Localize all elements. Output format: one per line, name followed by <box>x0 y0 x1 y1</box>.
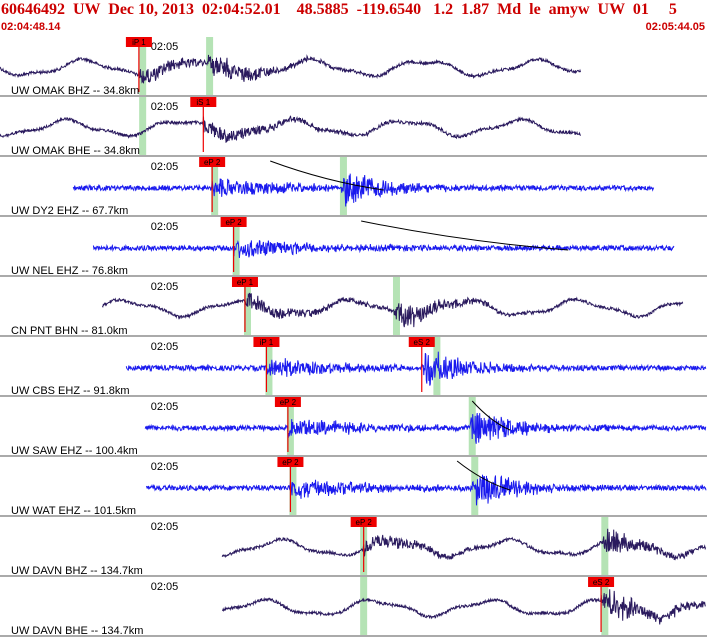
pick-label: eP 2 <box>204 158 221 167</box>
waveform-line <box>0 54 581 84</box>
station-label: UW DAVN BHZ -- 134.7km <box>11 565 143 577</box>
pick-window-marker <box>392 277 400 335</box>
pick-label: eP 1 <box>237 278 254 287</box>
station-label: UW WAT EHZ -- 101.5km <box>11 505 136 517</box>
moveout-curve <box>471 400 511 431</box>
trace-panel: 02:05 eS 2 UW DAVN BHE -- 134.7km <box>0 577 707 637</box>
station-label: UW DAVN BHE -- 134.7km <box>11 625 143 637</box>
minute-marker-label: 02:05 <box>151 581 179 593</box>
trace-panel: 02:05 eP 2 UW WAT EHZ -- 101.5km <box>0 457 707 517</box>
station-label: UW DY2 EHZ -- 67.7km <box>11 205 128 217</box>
pick-flag[interactable] <box>125 37 152 47</box>
trace-panel: 02:05 eP 2 UW DAVN BHZ -- 134.7km <box>0 517 707 577</box>
waveform-line <box>125 351 707 386</box>
minute-marker-label: 02:05 <box>151 281 179 293</box>
minute-marker-label: 02:05 <box>151 401 179 413</box>
pick-label: iP 1 <box>132 38 146 47</box>
trace-panel: 02:05 eP 2 UW NEL EHZ -- 76.8km <box>0 217 707 277</box>
window-end-time: 02:05:44.05 <box>645 21 705 33</box>
event-title: 60646492 UW Dec 10, 2013 02:04:52.01 48.… <box>1 1 677 18</box>
minute-marker-label: 02:05 <box>151 521 179 533</box>
pick-label: eP 2 <box>225 218 242 227</box>
waveform-line <box>144 412 707 444</box>
pick-label: eP 2 <box>280 398 297 407</box>
moveout-curve <box>456 460 511 491</box>
pick-flag[interactable] <box>231 277 258 287</box>
pick-window-marker <box>139 97 147 155</box>
waveform-line <box>0 115 581 143</box>
waveform-line <box>72 173 655 207</box>
pick-window-marker <box>289 457 297 515</box>
station-label: UW CBS EHZ -- 91.8km <box>11 385 130 397</box>
pick-window-marker <box>433 337 441 395</box>
trace-panel: 02:05 iP 1 UW OMAK BHZ -- 34.8km <box>0 37 707 97</box>
pick-label: eS 2 <box>414 338 431 347</box>
trace-panel: 02:05 iS 1 UW OMAK BHE -- 34.8km <box>0 97 707 157</box>
pick-window-marker <box>139 37 147 95</box>
pick-label: eP 2 <box>356 518 373 527</box>
pick-label: eP 2 <box>282 458 299 467</box>
station-label: UW OMAK BHE -- 34.8km <box>11 145 140 157</box>
minute-marker-label: 02:05 <box>151 221 179 233</box>
trace-panel: 02:05 eP 2 UW DY2 EHZ -- 67.7km <box>0 157 707 217</box>
trace-panel: 02:05 eP 2 UW SAW EHZ -- 100.4km <box>0 397 707 457</box>
minute-marker-label: 02:05 <box>151 461 179 473</box>
minute-marker-label: 02:05 <box>151 101 179 113</box>
station-label: CN PNT BHN -- 81.0km <box>11 325 128 337</box>
waveform-line <box>146 474 707 506</box>
pick-flag[interactable] <box>220 217 247 227</box>
pick-flag[interactable] <box>190 97 217 107</box>
seismogram-record-section: 02:05 iP 1 UW OMAK BHZ -- 34.8km 02:05 iS 1 U… <box>0 37 707 637</box>
pick-flag[interactable] <box>350 517 377 527</box>
pick-label: iP 1 <box>260 338 274 347</box>
pick-flag[interactable] <box>274 397 301 407</box>
minute-marker-label: 02:05 <box>151 161 179 173</box>
trace-panel: 02:05 eP 1 CN PNT BHN -- 81.0km <box>0 277 707 337</box>
moveout-curve <box>270 160 384 191</box>
pick-window-marker <box>265 337 273 395</box>
pick-window-marker <box>206 37 214 95</box>
pick-flag[interactable] <box>277 457 304 467</box>
station-label: UW NEL EHZ -- 76.8km <box>11 265 128 277</box>
station-label: UW OMAK BHZ -- 34.8km <box>11 85 139 97</box>
waveform-line <box>92 239 675 259</box>
pick-flag[interactable] <box>408 337 435 347</box>
pick-label: iS 1 <box>196 98 210 107</box>
event-header: 60646492 UW Dec 10, 2013 02:04:52.01 48.… <box>0 0 707 36</box>
minute-marker-label: 02:05 <box>151 41 179 53</box>
waveform-line <box>221 528 707 561</box>
waveform-line <box>221 589 706 625</box>
pick-window-marker <box>360 577 368 635</box>
pick-window-marker <box>286 397 294 455</box>
pick-flag[interactable] <box>588 577 615 587</box>
pick-flag[interactable] <box>253 337 280 347</box>
pick-flag[interactable] <box>199 157 226 167</box>
minute-marker-label: 02:05 <box>151 341 179 353</box>
waveform-line <box>101 292 684 328</box>
trace-panel: 02:05 iP 1 eS 2 UW CBS EHZ -- 91.8km <box>0 337 707 397</box>
window-start-time: 02:04:48.14 <box>1 21 61 33</box>
station-label: UW SAW EHZ -- 100.4km <box>11 445 138 457</box>
pick-label: eS 2 <box>593 578 610 587</box>
moveout-curve <box>361 220 569 251</box>
